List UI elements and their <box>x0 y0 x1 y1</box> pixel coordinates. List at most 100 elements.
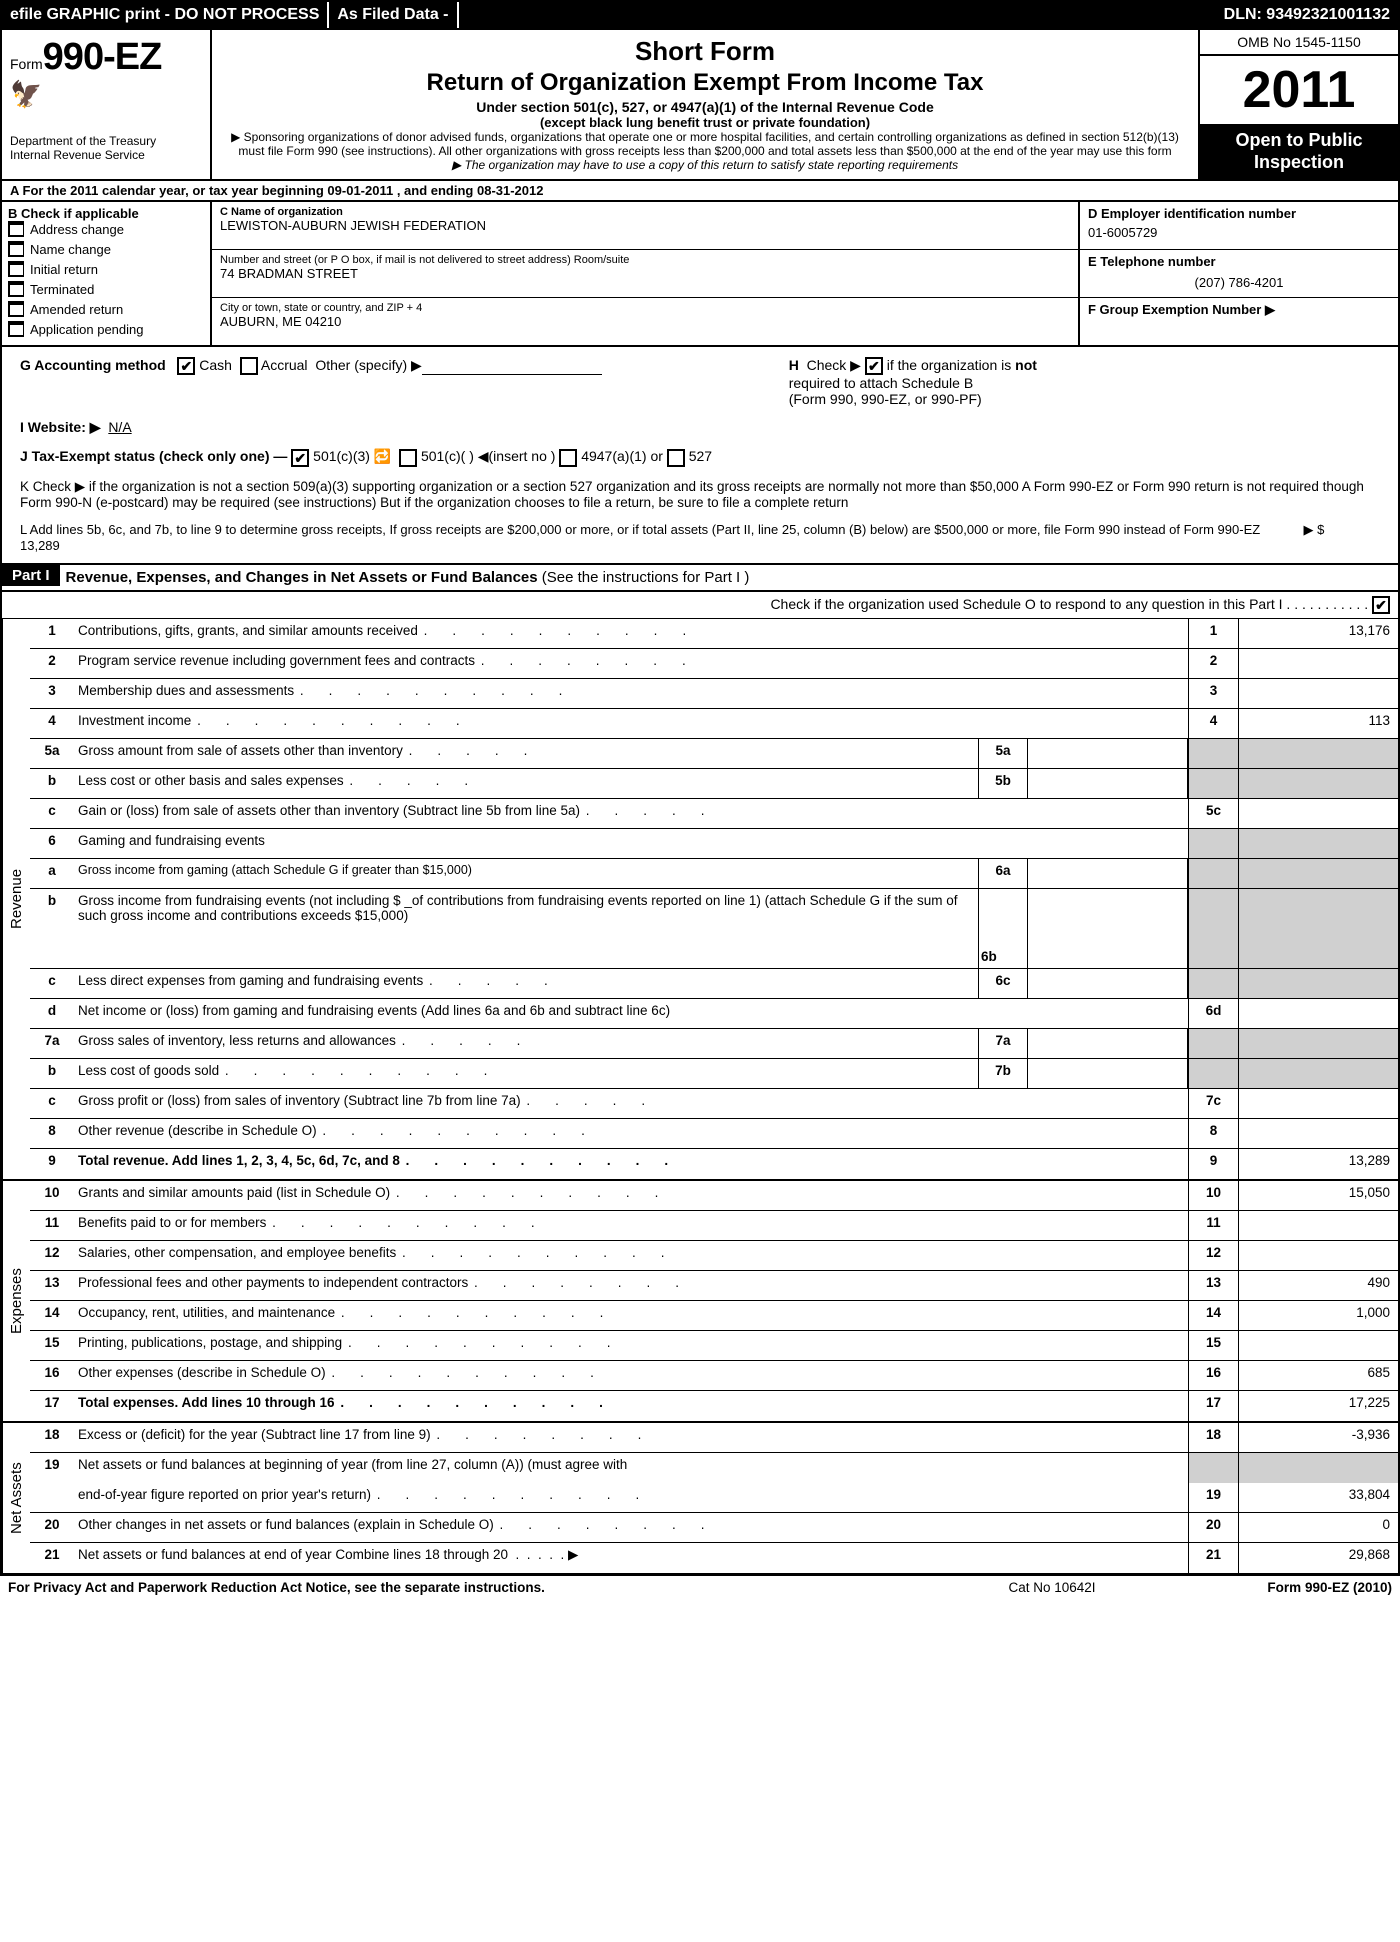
line-6c-val <box>1028 969 1188 998</box>
eagle-icon: 🦅 <box>10 79 202 110</box>
footer: For Privacy Act and Paperwork Reduction … <box>0 1575 1400 1599</box>
line-3-val <box>1238 679 1398 708</box>
line-9-val: 13,289 <box>1238 1149 1398 1179</box>
line-9-desc: Total revenue. Add lines 1, 2, 3, 4, 5c,… <box>74 1149 1188 1179</box>
line-6-desc: Gaming and fundraising events <box>74 829 1188 858</box>
part1-label: Part I <box>2 565 60 586</box>
g-accounting: G Accounting method ✔ Cash Accrual Other… <box>20 357 789 407</box>
line-1-desc: Contributions, gifts, grants, and simila… <box>74 619 1188 648</box>
line-7b-val <box>1028 1059 1188 1088</box>
line-2-val <box>1238 649 1398 678</box>
tax-year: 2011 <box>1200 56 1398 124</box>
open-public-1: Open to Public <box>1204 130 1394 152</box>
line-20-val: 0 <box>1238 1513 1398 1542</box>
org-street: 74 BRADMAN STREET <box>220 266 1070 281</box>
line-21-val: 29,868 <box>1238 1543 1398 1573</box>
line-8-val <box>1238 1119 1398 1148</box>
h-check: H Check ▶ ✔ if the organization is not r… <box>789 357 1380 407</box>
line-12-val <box>1238 1241 1398 1270</box>
netassets-section: Net Assets 18Excess or (deficit) for the… <box>2 1423 1398 1575</box>
subtitle-1: Under section 501(c), 527, or 4947(a)(1)… <box>220 99 1190 115</box>
line-5a-desc: Gross amount from sale of assets other t… <box>74 739 978 768</box>
c-name-label: C Name of organization <box>220 206 1070 218</box>
dept-treasury: Department of the Treasury <box>10 134 202 148</box>
chk-address-change[interactable]: Address change <box>8 221 204 237</box>
line-10-desc: Grants and similar amounts paid (list in… <box>74 1181 1188 1210</box>
org-name: LEWISTON-AUBURN JEWISH FEDERATION <box>220 218 1070 233</box>
line-6a-val <box>1028 859 1188 888</box>
revenue-section: Revenue 1Contributions, gifts, grants, a… <box>2 619 1398 1181</box>
omb-number: OMB No 1545-1150 <box>1200 30 1398 56</box>
k-check: K Check ▶ if the organization is not a s… <box>20 479 1380 510</box>
line-14-desc: Occupancy, rent, utilities, and maintena… <box>74 1301 1188 1330</box>
line-7b-desc: Less cost of goods sold <box>74 1059 978 1088</box>
subtitle-2: (except black lung benefit trust or priv… <box>220 115 1190 130</box>
j-501c3-checkbox[interactable]: ✔ <box>291 449 309 467</box>
checkbox-icon <box>8 321 24 337</box>
info-block: G Accounting method ✔ Cash Accrual Other… <box>0 347 1400 565</box>
line-18-val: -3,936 <box>1238 1423 1398 1452</box>
g-accrual-checkbox[interactable] <box>240 357 258 375</box>
line-15-val <box>1238 1331 1398 1360</box>
h-checkbox[interactable]: ✔ <box>865 357 883 375</box>
topbar: efile GRAPHIC print - DO NOT PROCESS As … <box>0 0 1400 30</box>
i-website: I Website: ▶ N/A <box>20 419 1380 436</box>
line-13-desc: Professional fees and other payments to … <box>74 1271 1188 1300</box>
j-501c-checkbox[interactable] <box>399 449 417 467</box>
ein-value: 01-6005729 <box>1088 221 1390 240</box>
line-7c-val <box>1238 1089 1398 1118</box>
note-1: ▶ Sponsoring organizations of donor advi… <box>220 130 1190 158</box>
j-527-checkbox[interactable] <box>667 449 685 467</box>
section-def: D Employer identification number 01-6005… <box>1078 202 1398 345</box>
section-bcdef: B Check if applicable Address change Nam… <box>0 202 1400 347</box>
form-number: 990-EZ <box>43 36 162 78</box>
chk-terminated[interactable]: Terminated <box>8 281 204 297</box>
line-5a-val <box>1028 739 1188 768</box>
footer-cat: Cat No 10642I <box>952 1580 1152 1595</box>
asfiled-label: As Filed Data - <box>329 2 458 28</box>
line-16-val: 685 <box>1238 1361 1398 1390</box>
j-tax-exempt: J Tax-Exempt status (check only one) — ✔… <box>20 448 1380 466</box>
note-2: ▶ The organization may have to use a cop… <box>220 158 1190 172</box>
line-12-desc: Salaries, other compensation, and employ… <box>74 1241 1188 1270</box>
line-10-val: 15,050 <box>1238 1181 1398 1210</box>
header: Form990-EZ 🦅 Department of the Treasury … <box>0 30 1400 181</box>
checkbox-icon <box>8 281 24 297</box>
dln-label: DLN: 93492321001132 <box>1216 2 1398 28</box>
checkbox-icon <box>8 261 24 277</box>
line-5b-val <box>1028 769 1188 798</box>
line-6a-desc: Gross income from gaming (attach Schedul… <box>74 859 978 888</box>
line-8-desc: Other revenue (describe in Schedule O) <box>74 1119 1188 1148</box>
line-5b-desc: Less cost or other basis and sales expen… <box>74 769 978 798</box>
g-cash-checkbox[interactable]: ✔ <box>177 357 195 375</box>
line-11-desc: Benefits paid to or for members <box>74 1211 1188 1240</box>
f-label: F Group Exemption Number ▶ <box>1088 302 1390 318</box>
row-a: A For the 2011 calendar year, or tax yea… <box>0 181 1400 202</box>
line-7a-val <box>1028 1029 1188 1058</box>
phone-value: (207) 786-4201 <box>1088 269 1390 290</box>
chk-name-change[interactable]: Name change <box>8 241 204 257</box>
line-4-val: 113 <box>1238 709 1398 738</box>
line-19a-desc: Net assets or fund balances at beginning… <box>74 1453 1188 1483</box>
chk-initial-return[interactable]: Initial return <box>8 261 204 277</box>
line-5c-val <box>1238 799 1398 828</box>
line-17-val: 17,225 <box>1238 1391 1398 1421</box>
line-21-desc: Net assets or fund balances at end of ye… <box>74 1543 1188 1573</box>
section-c: C Name of organization LEWISTON-AUBURN J… <box>212 202 1078 345</box>
part1-schedule-o-checkbox[interactable]: ✔ <box>1372 596 1390 614</box>
netassets-vlabel: Net Assets <box>2 1423 30 1573</box>
line-20-desc: Other changes in net assets or fund bala… <box>74 1513 1188 1542</box>
line-6d-val <box>1238 999 1398 1028</box>
line-18-desc: Excess or (deficit) for the year (Subtra… <box>74 1423 1188 1452</box>
line-5c-desc: Gain or (loss) from sale of assets other… <box>74 799 1188 828</box>
chk-pending[interactable]: Application pending <box>8 321 204 337</box>
footer-form: Form 990-EZ (2010) <box>1152 1580 1392 1595</box>
footer-left: For Privacy Act and Paperwork Reduction … <box>8 1580 952 1595</box>
chk-amended[interactable]: Amended return <box>8 301 204 317</box>
j-4947-checkbox[interactable] <box>559 449 577 467</box>
section-b: B Check if applicable Address change Nam… <box>2 202 212 345</box>
checkbox-icon <box>8 241 24 257</box>
line-19b-desc: end-of-year figure reported on prior yea… <box>74 1483 1188 1512</box>
d-label: D Employer identification number <box>1088 206 1390 221</box>
line-15-desc: Printing, publications, postage, and shi… <box>74 1331 1188 1360</box>
